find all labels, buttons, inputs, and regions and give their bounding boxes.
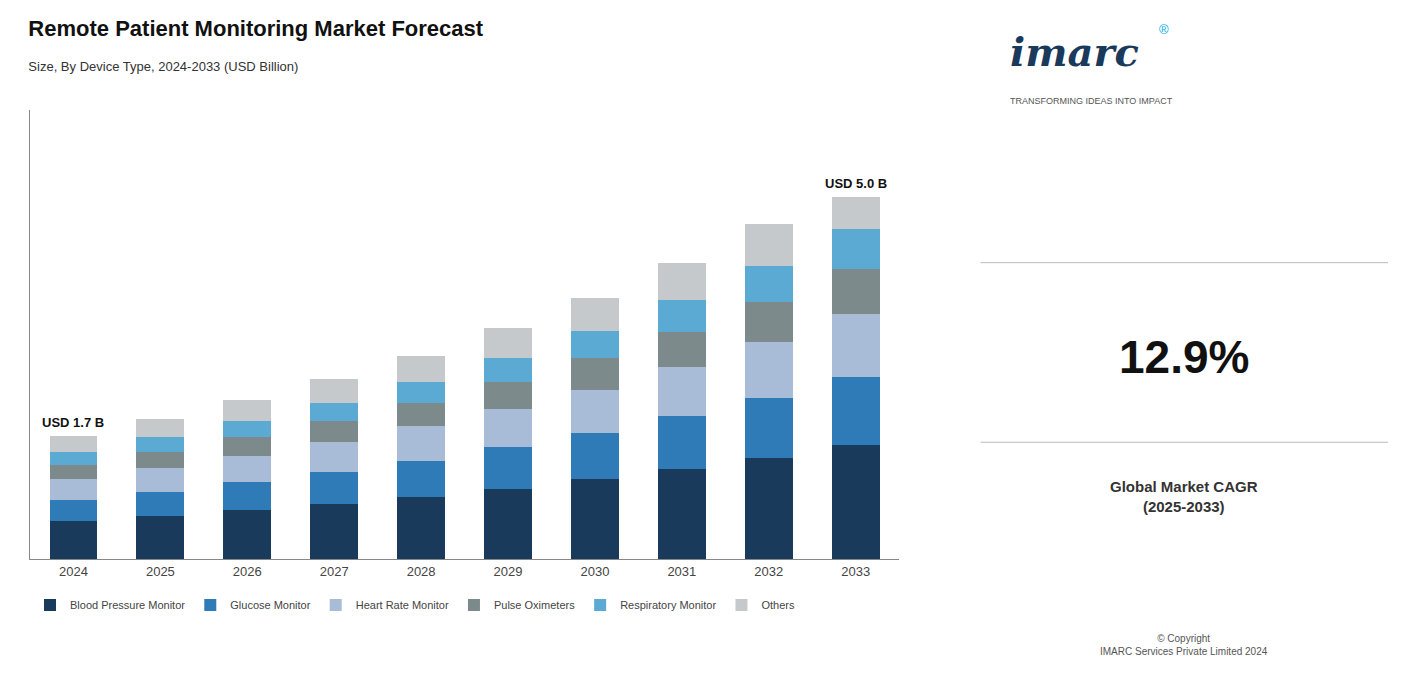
svg-text:2033: 2033 — [841, 564, 870, 579]
svg-text:2024: 2024 — [59, 564, 88, 579]
svg-text:imarc: imarc — [1010, 28, 1139, 75]
svg-text:USD 1.7 B: USD 1.7 B — [42, 415, 104, 430]
svg-text:2027: 2027 — [320, 564, 349, 579]
svg-text:2031: 2031 — [667, 564, 696, 579]
svg-text:Respiratory Monitor: Respiratory Monitor — [620, 599, 716, 611]
svg-text:Heart Rate Monitor: Heart Rate Monitor — [356, 599, 449, 611]
svg-text:Global Market CAGR(2025-2033): Global Market CAGR(2025-2033) — [1110, 478, 1258, 515]
svg-text:2029: 2029 — [494, 564, 523, 579]
svg-text:2025: 2025 — [146, 564, 175, 579]
svg-text:2028: 2028 — [407, 564, 436, 579]
svg-text:Glucose Monitor: Glucose Monitor — [230, 599, 310, 611]
svg-text:2032: 2032 — [754, 564, 783, 579]
svg-text:TRANSFORMING IDEAS INTO IMPACT: TRANSFORMING IDEAS INTO IMPACT — [1010, 96, 1173, 106]
svg-text:Size, By Device Type, 2024-203: Size, By Device Type, 2024-2033 (USD Bil… — [28, 59, 298, 74]
svg-text:12.9%: 12.9% — [1119, 331, 1249, 383]
svg-text:Remote Patient Monitoring Mark: Remote Patient Monitoring Market Forecas… — [28, 16, 483, 41]
svg-text:2030: 2030 — [580, 564, 609, 579]
svg-text:Blood Pressure Monitor: Blood Pressure Monitor — [70, 599, 185, 611]
svg-text:Others: Others — [761, 599, 795, 611]
svg-text:®: ® — [1159, 22, 1169, 37]
svg-text:Pulse Oximeters: Pulse Oximeters — [494, 599, 575, 611]
svg-text:© CopyrightIMARC Services Priv: © CopyrightIMARC Services Private Limite… — [1100, 633, 1268, 657]
svg-text:USD 5.0 B: USD 5.0 B — [825, 176, 887, 191]
svg-text:2026: 2026 — [233, 564, 262, 579]
